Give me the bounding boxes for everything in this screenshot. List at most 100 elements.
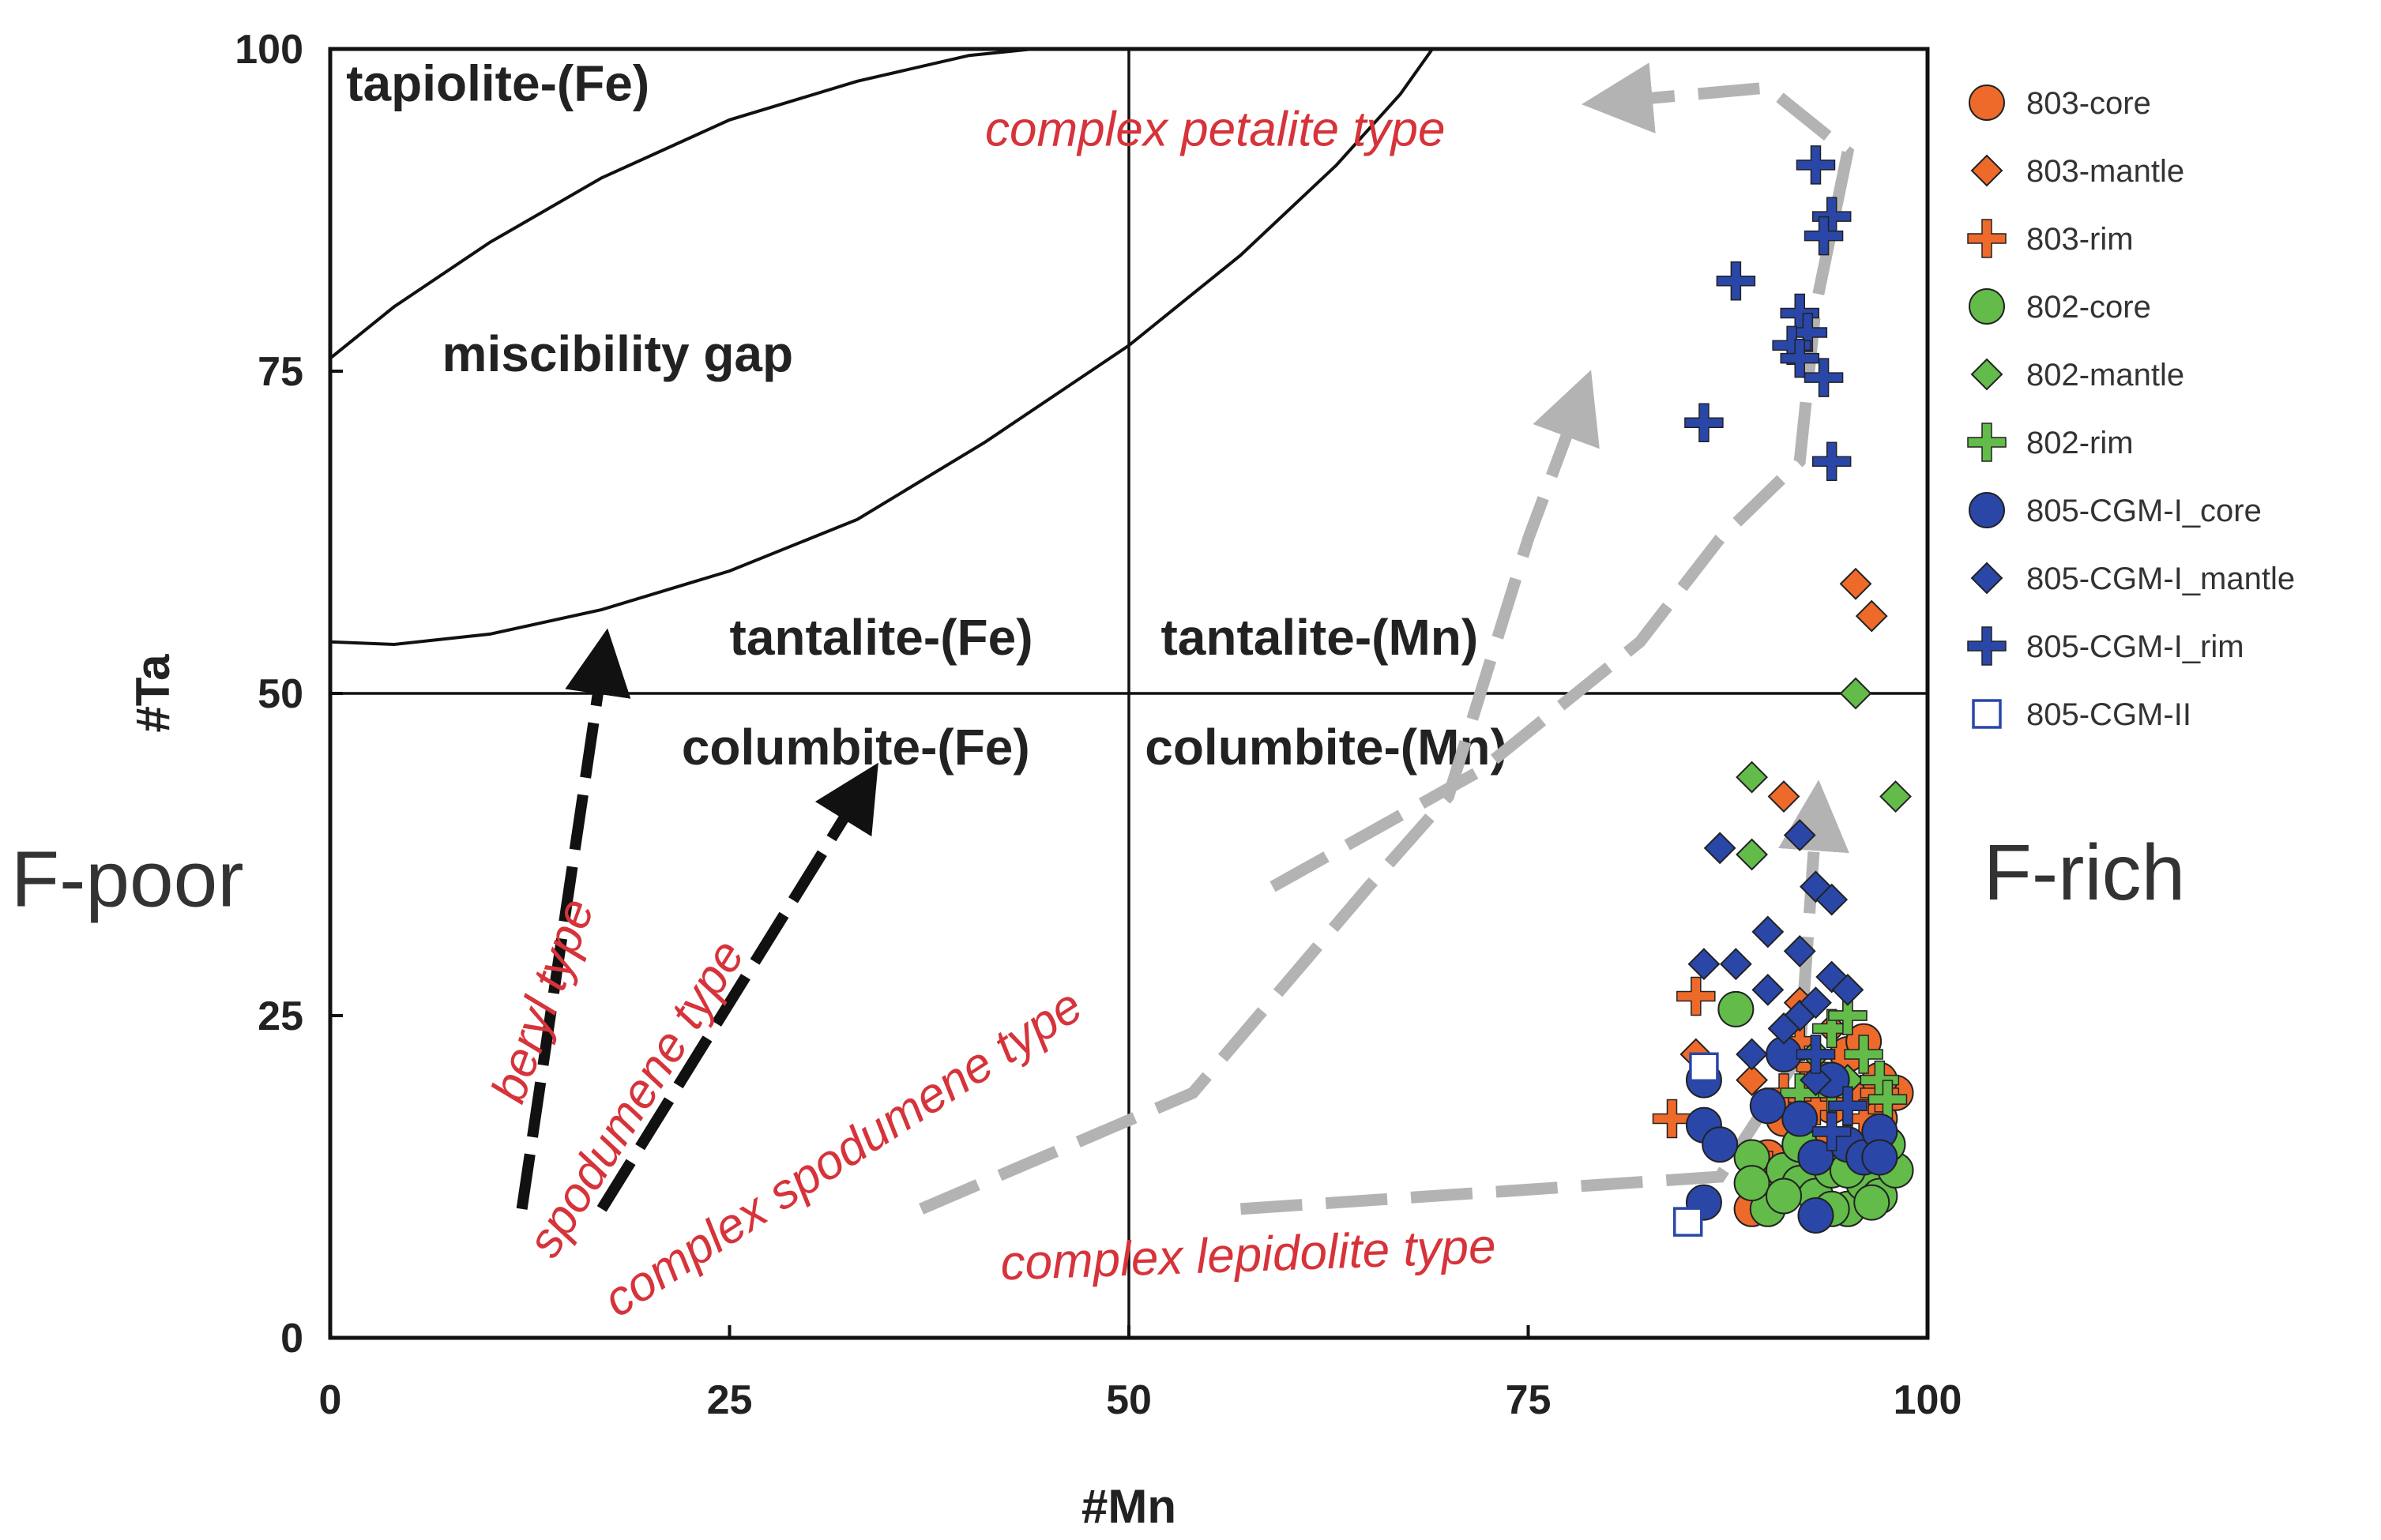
diamond-marker (1687, 948, 1721, 981)
data-points (1652, 145, 1914, 1237)
diamond-marker (1970, 154, 2003, 187)
data-point (1767, 780, 1800, 813)
diamond-marker (1800, 1064, 1832, 1097)
circle-marker (1766, 1178, 1803, 1215)
data-point (1767, 1012, 1800, 1045)
data-point (1676, 976, 1716, 1016)
legend-item-805-CGM-I_rim[interactable]: 805-CGM-I_rim (1967, 626, 2244, 666)
circle-marker (1969, 492, 2005, 528)
y-tick-label: 100 (235, 27, 303, 73)
square-marker (1689, 1052, 1719, 1083)
plus-marker (1967, 219, 2007, 258)
legend-item-805-CGM-II[interactable]: 805-CGM-II (1972, 697, 2191, 732)
legend-label: 805-CGM-I_rim (2026, 629, 2244, 664)
miscibility-gap-boundary-curve (329, 47, 1434, 647)
data-point (1828, 1086, 1868, 1125)
plus-marker (1811, 441, 1852, 481)
plus-marker (1828, 996, 1868, 1035)
plus-marker (1811, 1009, 1852, 1049)
data-point (1781, 1100, 1819, 1137)
data-point (1766, 1178, 1803, 1215)
circle-marker (1853, 1184, 1890, 1221)
legend[interactable]: 803-core 803-mantle 803-rim 802-core 802-man… (1967, 85, 2295, 732)
legend-item-802-core[interactable]: 802-core (1969, 288, 2151, 325)
legend-item-803-rim[interactable]: 803-rim (1967, 219, 2134, 258)
legend-label: 803-mantle (2026, 154, 2184, 189)
data-point (1702, 1126, 1739, 1163)
diamond-marker (1831, 973, 1864, 1006)
complex-petalite-trend-arrow (1269, 62, 1855, 892)
diamond-marker (1767, 780, 1800, 813)
plus-marker (1684, 403, 1724, 443)
plus-marker (1844, 1035, 1883, 1074)
diamond-marker (1736, 838, 1768, 871)
trend-label: complex petalite type (985, 102, 1445, 156)
circle-marker (1702, 1126, 1739, 1163)
x-tick-label: 75 (1506, 1377, 1552, 1423)
legend-item-802-mantle[interactable]: 802-mantle (1970, 358, 2184, 393)
x-tick-label: 100 (1894, 1377, 1962, 1423)
circle-marker (1969, 85, 2005, 121)
plus-marker (1796, 1035, 1836, 1074)
legend-label: 802-rim (2026, 426, 2134, 460)
data-point (1751, 915, 1785, 948)
data-point (1687, 948, 1721, 981)
data-point (1716, 261, 1756, 301)
legend-label: 802-mantle (2026, 358, 2184, 393)
legend-item-805-CGM-I_core[interactable]: 805-CGM-I_core (1969, 492, 2262, 528)
data-point (1783, 934, 1816, 967)
data-point (1804, 216, 1844, 256)
diamond-marker (1736, 1038, 1768, 1071)
data-point (1800, 986, 1832, 1020)
circle-marker (1861, 1139, 1898, 1176)
region-label: tantalite-(Mn) (1160, 609, 1478, 666)
diamond-marker (1703, 832, 1736, 865)
legend-item-803-mantle[interactable]: 803-mantle (1970, 154, 2184, 189)
region-label: columbite-(Mn) (1145, 719, 1507, 776)
series-805-CGM-II (1672, 1052, 1719, 1237)
data-point (1703, 832, 1736, 865)
series-805-CGM-I_rim (1684, 145, 1868, 1151)
legend-item-805-CGM-I_mantle[interactable]: 805-CGM-I_mantle (1970, 562, 2295, 596)
series-805-CGM-I_mantle (1687, 819, 1864, 1097)
data-point (1797, 1139, 1834, 1176)
diamond-marker (1736, 761, 1768, 794)
data-point (1672, 1207, 1703, 1237)
x-axis-label: #Mn (1081, 1480, 1176, 1533)
region-labels: tapiolite-(Fe) miscibility gap tantalite-(… (346, 54, 1507, 775)
y-tick-label: 0 (280, 1316, 303, 1362)
diamond-marker (1751, 915, 1785, 948)
f-poor-label: F-poor (11, 835, 244, 923)
data-point (1689, 1052, 1719, 1083)
data-point (1844, 1035, 1883, 1074)
legend-label: 802-core (2026, 290, 2151, 325)
data-point (1804, 358, 1844, 397)
plus-marker (1804, 216, 1844, 256)
diamond-marker (1815, 883, 1849, 916)
legend-label: 805-CGM-I_mantle (2026, 562, 2295, 596)
diamond-marker (1767, 1012, 1800, 1045)
legend-item-803-core[interactable]: 803-core (1969, 85, 2151, 121)
plus-marker (1868, 1080, 1908, 1119)
data-point (1736, 761, 1768, 794)
diamond-marker (1751, 973, 1785, 1006)
region-label: columbite-(Fe) (682, 719, 1030, 776)
legend-item-802-rim[interactable]: 802-rim (1967, 423, 2134, 462)
data-point (1879, 780, 1912, 813)
plus-marker (1967, 626, 2007, 666)
plus-marker (1811, 1112, 1852, 1151)
circle-marker (1717, 990, 1755, 1027)
legend-label: 805-CGM-I_core (2026, 494, 2262, 528)
diamond-marker (1719, 948, 1752, 981)
y-tick-label: 75 (258, 349, 303, 395)
spodumene-trend-arrow (596, 762, 878, 1212)
data-point (1811, 1009, 1852, 1049)
x-tick-label: 50 (1106, 1377, 1152, 1423)
square-marker (1672, 1207, 1703, 1237)
diamond-marker (1736, 1064, 1768, 1097)
data-point (1797, 1196, 1834, 1234)
side-labels: F-poor F-rich (11, 828, 2185, 923)
plus-marker (1716, 261, 1756, 301)
diamond-marker (1970, 358, 2003, 391)
